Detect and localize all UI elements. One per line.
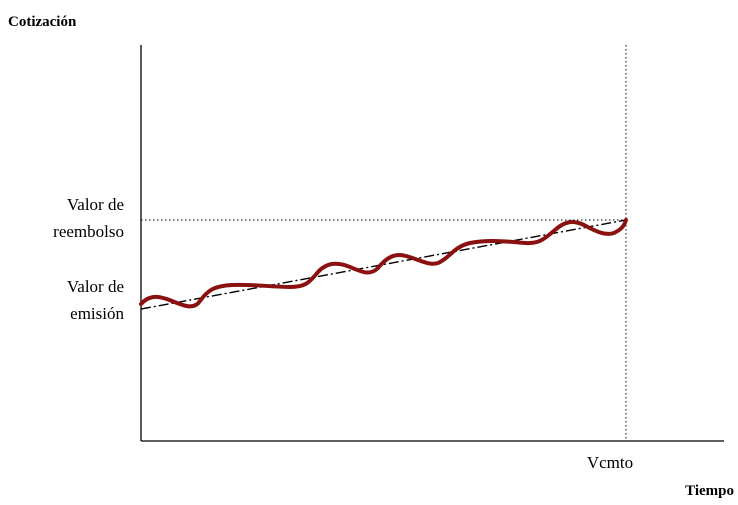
redemption-label-line1: Valor de (67, 195, 124, 214)
maturity-label: Vcmto (587, 453, 633, 472)
trend-line (140, 219, 627, 310)
issue-label-line2: emisión (70, 304, 124, 323)
redemption-label-line2: reembolso (53, 222, 124, 241)
y-axis-label: Cotización (8, 14, 77, 30)
x-axis-label: Tiempo (685, 483, 734, 499)
price-curve (139, 218, 628, 309)
issue-label-line1: Valor de (67, 277, 124, 296)
